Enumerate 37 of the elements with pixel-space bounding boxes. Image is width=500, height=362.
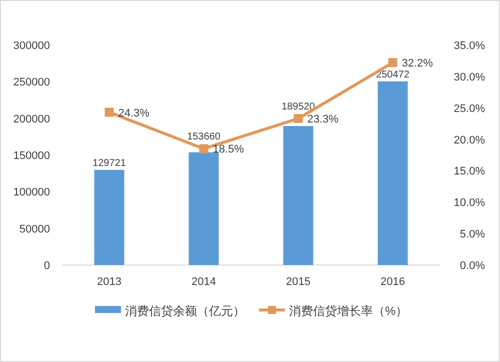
y-tick-label: 200000	[13, 113, 50, 126]
bar	[188, 152, 219, 265]
data-label: 24.3%	[118, 107, 150, 120]
point	[388, 58, 398, 68]
y-tick-label: 250000	[13, 76, 50, 89]
y2-tick-label: 35.0%	[454, 40, 486, 52]
data-label: 153660	[187, 132, 221, 143]
y-tick-label: 50000	[19, 223, 50, 236]
data-label: 32.2%	[402, 58, 434, 70]
data-label: 129721	[92, 158, 126, 169]
y2-tick-label: 20.0%	[454, 134, 486, 146]
y2-tick-label: 0.0%	[460, 260, 486, 272]
y2-tick-label: 10.0%	[454, 197, 486, 210]
legend-label: 消费信贷增长率（%）	[289, 304, 408, 318]
y2-tick-label: 30.0%	[454, 71, 486, 84]
y2-tick-label: 15.0%	[454, 166, 486, 178]
y-tick-label: 0	[44, 260, 50, 272]
x-tick-label: 2013	[97, 276, 122, 288]
data-label: 189520	[282, 102, 316, 113]
data-label: 23.3%	[307, 114, 339, 126]
y-tick-label: 150000	[13, 150, 50, 162]
y2-tick-label: 5.0%	[460, 228, 486, 241]
y2-tick-label: 25.0%	[454, 102, 486, 115]
x-tick-label: 2015	[286, 276, 310, 288]
bar	[94, 170, 124, 265]
x-tick-label: 2014	[192, 276, 216, 288]
y-tick-label: 300000	[13, 40, 50, 52]
bar	[378, 81, 408, 265]
legend-label: 消费信贷余额（亿元）	[125, 304, 245, 318]
bar	[283, 126, 314, 265]
point	[104, 108, 114, 117]
point	[294, 114, 303, 124]
data-label: 18.5%	[212, 144, 244, 156]
data-label: 250472	[376, 69, 410, 80]
y-tick-label: 100000	[13, 186, 50, 199]
x-tick-label: 2016	[380, 276, 405, 288]
point	[199, 144, 208, 154]
